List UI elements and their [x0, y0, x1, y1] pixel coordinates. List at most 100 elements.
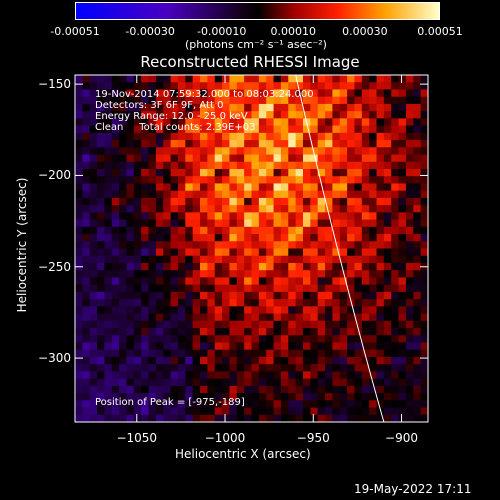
heatmap-cell [383, 234, 392, 242]
heatmap-cell [119, 277, 127, 286]
heatmap-cell [97, 234, 105, 242]
heatmap-cell [141, 284, 150, 293]
heatmap-cell [111, 400, 120, 409]
heatmap-cell [295, 161, 304, 170]
heatmap-cell [82, 212, 91, 221]
heatmap-cell [347, 335, 355, 343]
heatmap-cell [148, 371, 157, 380]
heatmap-cell [354, 270, 363, 278]
heatmap-cell [192, 371, 201, 380]
heatmap-cell [82, 168, 91, 177]
heatmap-cell [119, 82, 127, 90]
heatmap-cell [420, 132, 429, 141]
heatmap-cell [104, 75, 113, 83]
heatmap-cell [155, 183, 164, 192]
heatmap-cell [111, 306, 120, 315]
heatmap-cell [302, 313, 311, 322]
heatmap-cell [163, 407, 172, 416]
heatmap-cell [369, 400, 378, 409]
heatmap-cell [244, 385, 252, 394]
heatmap-cell [222, 75, 230, 83]
heatmap-cell [332, 320, 341, 329]
heatmap-cell [185, 299, 194, 307]
heatmap-cell [155, 364, 164, 372]
heatmap-cell [163, 335, 172, 343]
heatmap-cell [398, 212, 407, 221]
heatmap-cell [420, 125, 429, 134]
heatmap-cell [200, 364, 208, 372]
heatmap-cell [339, 111, 348, 119]
heatmap-cell [273, 262, 282, 271]
heatmap-cell [317, 364, 326, 372]
heatmap-cell [111, 197, 120, 206]
heatmap-cell [405, 407, 414, 416]
heatmap-cell [177, 393, 186, 401]
heatmap-cell [391, 393, 400, 401]
heatmap-cell [133, 82, 142, 90]
heatmap-cell [280, 262, 289, 271]
heatmap-cell [222, 371, 230, 380]
heatmap-cell [354, 393, 363, 401]
heatmap-cell [266, 385, 275, 394]
heatmap-cell [295, 125, 304, 134]
heatmap-cell [163, 248, 172, 257]
heatmap-cell [405, 335, 414, 343]
heatmap-cell [244, 234, 252, 242]
heatmap-cell [295, 75, 304, 83]
heatmap-cell [332, 234, 341, 242]
heatmap-cell [354, 212, 363, 221]
heatmap-cell [89, 176, 98, 184]
heatmap-cell [398, 306, 407, 315]
heatmap-cell [200, 400, 208, 409]
heatmap-cell [170, 349, 179, 358]
heatmap-cell [369, 111, 378, 119]
heatmap-cell [251, 393, 260, 401]
heatmap-cell [391, 75, 400, 83]
heatmap-cell [317, 291, 326, 300]
heatmap-cell [295, 407, 304, 416]
heatmap-cell [413, 306, 422, 315]
heatmap-cell [236, 400, 245, 409]
heatmap-cell [185, 407, 194, 416]
heatmap-cell [325, 140, 333, 148]
heatmap-cell [288, 226, 297, 235]
heatmap-cell [391, 125, 400, 134]
heatmap-cell [369, 306, 378, 315]
heatmap-cell [244, 371, 252, 380]
heatmap-cell [361, 190, 370, 199]
heatmap-cell [97, 82, 105, 90]
heatmap-cell [391, 364, 400, 372]
heatmap-cell [192, 147, 201, 156]
heatmap-cell [104, 349, 113, 358]
heatmap-cell [97, 284, 105, 293]
heatmap-cell [376, 190, 385, 199]
heatmap-cell [155, 306, 164, 315]
heatmap-cell [420, 385, 429, 394]
heatmap-cell [170, 147, 179, 156]
heatmap-cell [82, 364, 91, 372]
heatmap-cell [192, 205, 201, 213]
heatmap-cell [192, 75, 201, 83]
heatmap-cell [332, 378, 341, 387]
heatmap-cell [295, 262, 304, 271]
heatmap-cell [310, 96, 319, 105]
heatmap-cell [82, 103, 91, 112]
heatmap-cell [148, 349, 157, 358]
heatmap-cell [97, 226, 105, 235]
heatmap-cell [82, 342, 91, 351]
heatmap-cell [222, 378, 230, 387]
heatmap-cell [155, 147, 164, 156]
heatmap-cell [155, 205, 164, 213]
heatmap-cell [89, 306, 98, 315]
heatmap-cell [207, 349, 216, 358]
heatmap-cell [302, 183, 311, 192]
heatmap-cell [155, 313, 164, 322]
heatmap-cell [258, 277, 267, 286]
heatmap-cell [236, 89, 245, 98]
heatmap-cell [302, 291, 311, 300]
heatmap-cell [413, 335, 422, 343]
heatmap-cell [258, 270, 267, 278]
heatmap-cell [325, 118, 333, 127]
heatmap-cell [244, 82, 252, 90]
heatmap-cell [325, 291, 333, 300]
